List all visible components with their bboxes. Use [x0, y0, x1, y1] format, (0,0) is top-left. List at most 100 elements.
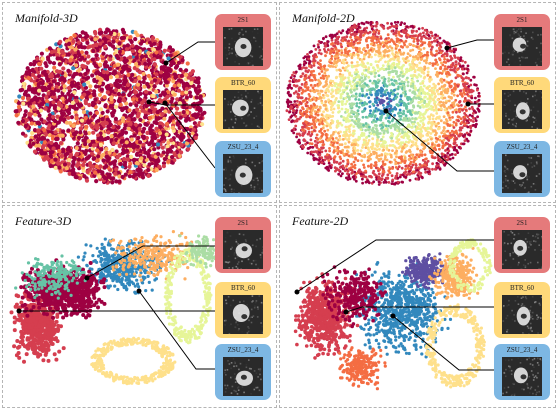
scatter-point — [56, 120, 62, 125]
scatter-point — [39, 66, 44, 71]
scatter-point — [52, 65, 57, 70]
thumbnail-speckle — [250, 101, 253, 103]
scatter-point — [42, 119, 47, 124]
thumbnail-speckle — [259, 127, 262, 129]
thumbnail-speckle — [230, 118, 233, 121]
scatter-point — [141, 142, 146, 147]
thumbnail-speckle — [241, 28, 243, 31]
thumbnail-speckle — [251, 55, 254, 58]
scatter-point — [112, 63, 117, 69]
scatter-point — [129, 113, 134, 118]
scatter-point — [33, 134, 38, 139]
thumbnail-speckle — [232, 155, 235, 157]
scatter-point — [133, 78, 138, 83]
thumbnail-speckle — [223, 29, 225, 31]
thumbnail-speckle — [261, 170, 263, 172]
thumbnail-speckle — [229, 156, 231, 158]
scatter-point — [66, 85, 72, 91]
scatter-point — [29, 121, 34, 126]
scatter-point — [32, 128, 38, 133]
scatter-point — [145, 130, 150, 135]
thumbnail-speckle — [253, 188, 256, 190]
scatter-point — [71, 167, 76, 172]
thumbnail-speckle — [230, 161, 232, 164]
thumbnail-speckle — [231, 52, 233, 55]
thumbnail-speckle — [250, 111, 252, 113]
thumbnail-speckle — [228, 28, 231, 30]
scatter-point — [68, 95, 73, 100]
thumbnail-speckle — [225, 169, 227, 171]
scatter-point — [91, 130, 96, 135]
scatter-point — [149, 68, 154, 73]
thumbnail-speckle — [254, 164, 256, 167]
scatter-point — [175, 97, 180, 102]
scatter-point — [104, 147, 109, 152]
scatter-point — [114, 104, 119, 109]
thumbnail-speckle — [239, 191, 242, 193]
thumbnail-speckle — [259, 96, 262, 98]
thumbnail-speckle — [244, 162, 247, 164]
thumbnail-speckle — [230, 188, 233, 191]
thumbnail-speckle — [260, 55, 263, 57]
scatter-point — [143, 54, 148, 59]
thumbnail-speckle — [229, 178, 231, 180]
thumbnail-speckle — [257, 90, 259, 93]
thumbnail-speckle — [234, 61, 236, 63]
scatter-point — [84, 148, 89, 153]
scatter-point — [128, 169, 133, 175]
scatter-point — [82, 64, 87, 69]
thumbnail-speckle — [262, 127, 263, 129]
scatter-point — [86, 131, 92, 136]
scatter-point — [142, 163, 147, 168]
thumbnail-speckle — [229, 48, 231, 51]
scatter-point — [177, 101, 182, 106]
thumbnail-speckle — [242, 33, 244, 36]
thumbnail-speckle — [252, 179, 255, 181]
scatter-point — [138, 105, 144, 110]
scatter-point — [116, 171, 121, 176]
scatter-point — [187, 90, 192, 95]
thumbnail-speckle — [238, 192, 240, 193]
scatter-point — [142, 147, 147, 152]
thumbnail-shadow — [240, 105, 247, 111]
scatter-point — [79, 50, 84, 55]
thumbnail-speckle — [227, 101, 230, 103]
thumbnail-speckle — [233, 157, 235, 159]
scatter-point — [172, 83, 177, 88]
scatter-point — [175, 106, 180, 111]
scatter-point — [125, 154, 130, 159]
thumbnail-speckle — [223, 184, 225, 186]
scatter-point — [147, 162, 152, 167]
thumbnail-speckle — [254, 40, 257, 42]
scatter-point — [36, 91, 41, 96]
thumbnail-speckle — [224, 177, 227, 179]
thumbnail-speckle — [234, 118, 237, 120]
thumbnail-speckle — [241, 117, 243, 120]
thumbnail-speckle — [258, 92, 260, 94]
scatter-point — [186, 146, 191, 151]
thumbnail-speckle — [261, 116, 263, 118]
scatter-point — [116, 62, 121, 67]
panel-manifold-3d: Manifold-3D 2S1 BTR_60 ZSU_23_4 — [2, 2, 277, 203]
thumbnail-speckle — [227, 178, 230, 181]
thumbnail-speckle — [253, 36, 255, 39]
scatter-point — [39, 117, 44, 122]
thumbnail-speckle — [251, 60, 254, 62]
scatter-point — [43, 82, 49, 87]
scatter-point — [27, 143, 32, 148]
thumbnail-speckle — [251, 98, 253, 101]
scatter-point — [29, 98, 34, 103]
scatter-point — [123, 74, 128, 80]
scatter-point — [28, 62, 33, 67]
thumbnail-speckle — [252, 64, 254, 66]
scatter-point — [113, 128, 118, 133]
thumbnail-speckle — [231, 48, 233, 50]
scatter-point — [94, 84, 99, 89]
scatter-point — [58, 169, 63, 174]
scatter-point — [68, 121, 73, 126]
thumbnail-speckle — [229, 105, 232, 107]
sar-thumbnail — [223, 90, 263, 129]
scatter-point — [61, 149, 66, 154]
thumbnail-speckle — [230, 27, 233, 30]
